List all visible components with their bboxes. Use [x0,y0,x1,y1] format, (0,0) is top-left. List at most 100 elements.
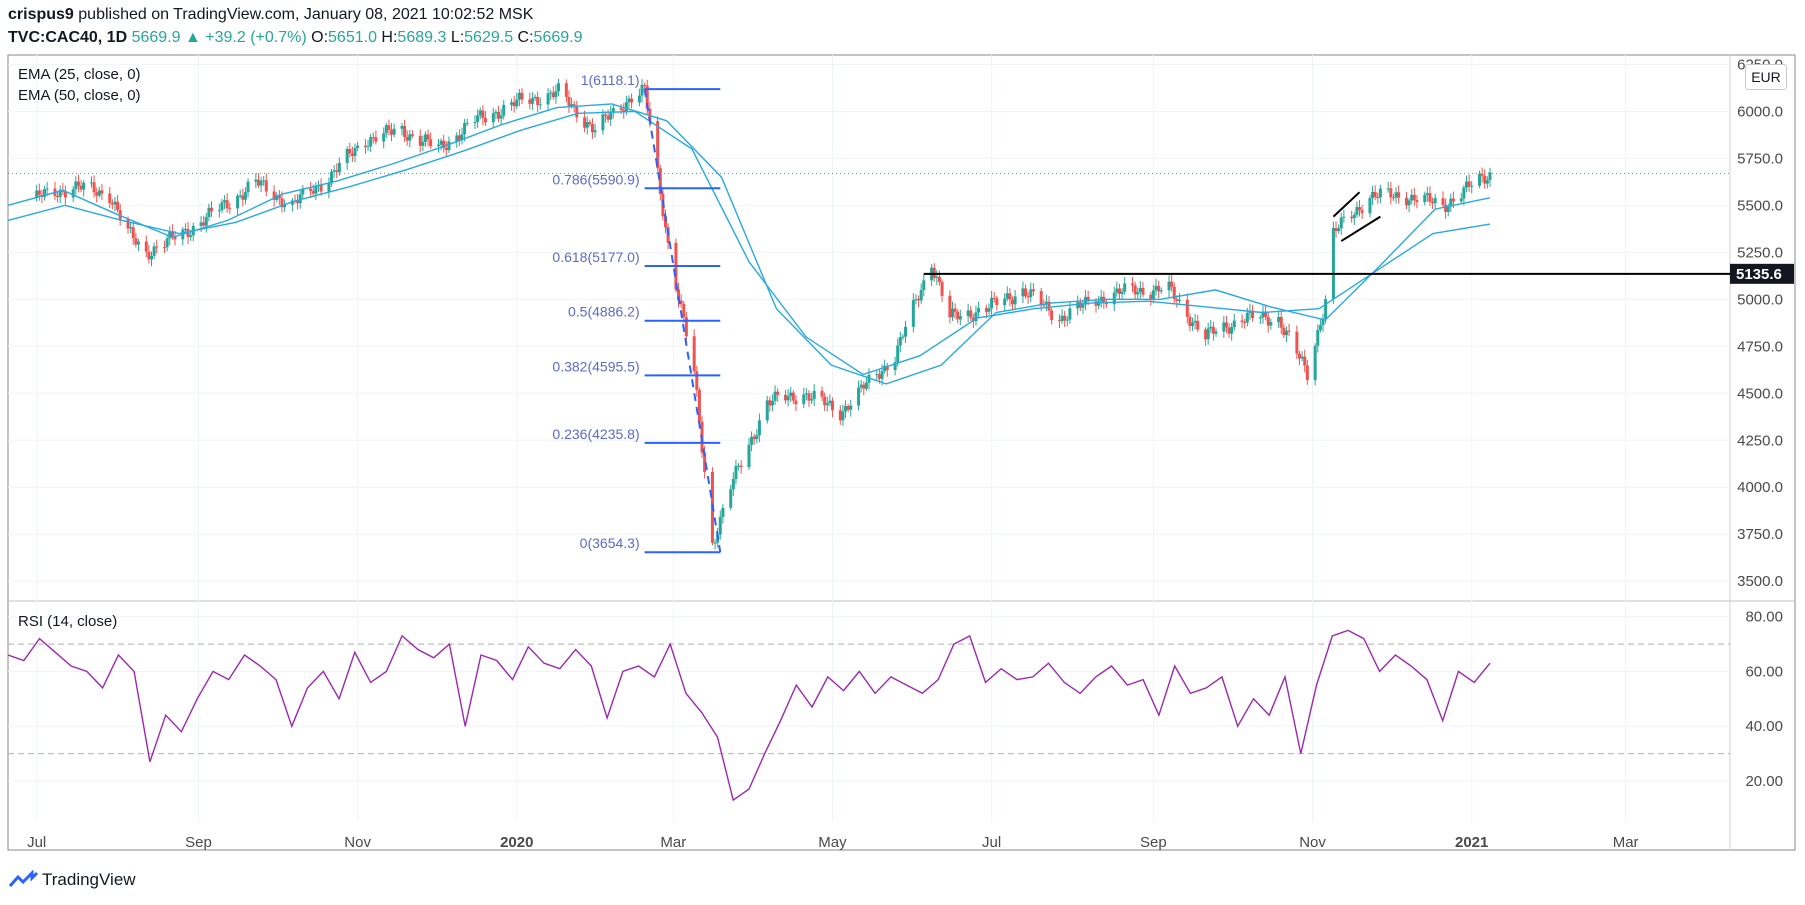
candle-body [390,129,394,135]
candle-body [264,180,268,192]
ema50-label[interactable]: EMA (50, close, 0) [18,87,141,104]
rsi-label[interactable]: RSI (14, close) [18,613,118,630]
candle-body [583,117,587,128]
candle-body [1352,214,1356,219]
currency-button[interactable]: EUR [1745,64,1787,90]
candle-body [1300,356,1304,359]
candle-body [1305,365,1309,381]
candle-body [1313,345,1317,381]
candle-body [885,365,889,371]
candle-body [755,435,759,440]
candle-body [129,227,133,229]
candle-body [387,125,391,130]
close-value: 5669.9 [533,29,583,46]
candle-body [147,251,151,260]
time-tick-label: Mar [1613,834,1639,851]
candle-body [483,118,487,123]
candle-body [825,403,829,406]
candle-body [1415,200,1419,203]
candle-body [1177,299,1181,302]
candle-body [228,208,232,210]
candle-body [168,231,172,239]
price-tick-label: 5750.0 [1737,150,1783,167]
candle-body [89,182,93,184]
candle-body [1191,322,1195,327]
candle-body [1470,185,1474,187]
candle-body [1394,192,1398,198]
candle-body [1425,193,1429,195]
low-label: L: [450,29,465,46]
candle-body [1245,312,1249,323]
candle-body [1068,308,1072,320]
candle-body [1451,198,1455,202]
candle-body [1206,328,1210,340]
candle-body [1042,304,1046,306]
candle-body [896,345,900,363]
candle-body [45,188,49,190]
candle-body [1167,281,1171,291]
candle-body [841,411,845,421]
high-value: 5689.3 [397,29,447,46]
candle-body [1204,329,1208,340]
candle-body [1428,193,1432,202]
candle-body [877,374,881,379]
candle-body [768,400,772,406]
price-tick-label: 3500.0 [1737,573,1783,590]
fib-level-label: 0.618(5177.0) [552,249,639,265]
candle-body [478,110,482,116]
candle-body [987,308,991,312]
candle-body [1368,198,1372,214]
candle-body [893,362,897,371]
candle-body [350,153,354,156]
candle-body [1407,200,1411,206]
candle-body [369,137,373,147]
candle-body [883,365,887,372]
ema50-line [7,110,1491,376]
candle-body [465,122,469,124]
candle-body [1065,319,1069,321]
candle-body [609,112,613,120]
rsi-tick-label: 40.00 [1745,718,1783,735]
candle-body [400,126,404,129]
candle-body [765,400,769,421]
candle-body [530,98,534,104]
candle-body [1157,285,1161,292]
candle-body [1011,299,1014,305]
candle-body [512,102,516,107]
candle-body [1449,198,1453,207]
time-tick-label: Nov [344,834,371,851]
candle-body [327,183,331,192]
candle-body [990,297,994,309]
candle-body [520,92,524,100]
author-name: crispus9 [8,6,74,23]
ema25-label[interactable]: EMA (25, close, 0) [18,66,141,83]
candle-body [538,104,542,106]
candle-body [426,134,430,140]
candle-body [382,133,386,142]
candle-body [152,246,156,256]
low-value: 5629.5 [464,29,514,46]
candle-body [682,303,686,318]
candle-body [1031,289,1035,292]
candle-body [1193,320,1197,323]
candle-body [1050,310,1054,321]
candle-body [656,121,660,169]
candle-body [463,122,467,135]
candle-body [163,247,167,249]
candle-body [1433,198,1437,204]
candle-body [1459,198,1463,202]
candle-body [277,195,281,199]
candle-body [1024,288,1028,297]
candle-body [1251,310,1255,319]
candle-body [804,393,808,395]
candle-body [590,123,594,133]
tradingview-brand[interactable]: TradingView [8,870,136,890]
ema25-line [7,103,1491,385]
candle-body [335,170,339,173]
candle-body [499,115,503,119]
candle-body [1389,188,1393,198]
candle-body [56,196,60,198]
time-tick-label: 2021 [1455,834,1488,851]
candle-body [337,162,341,173]
